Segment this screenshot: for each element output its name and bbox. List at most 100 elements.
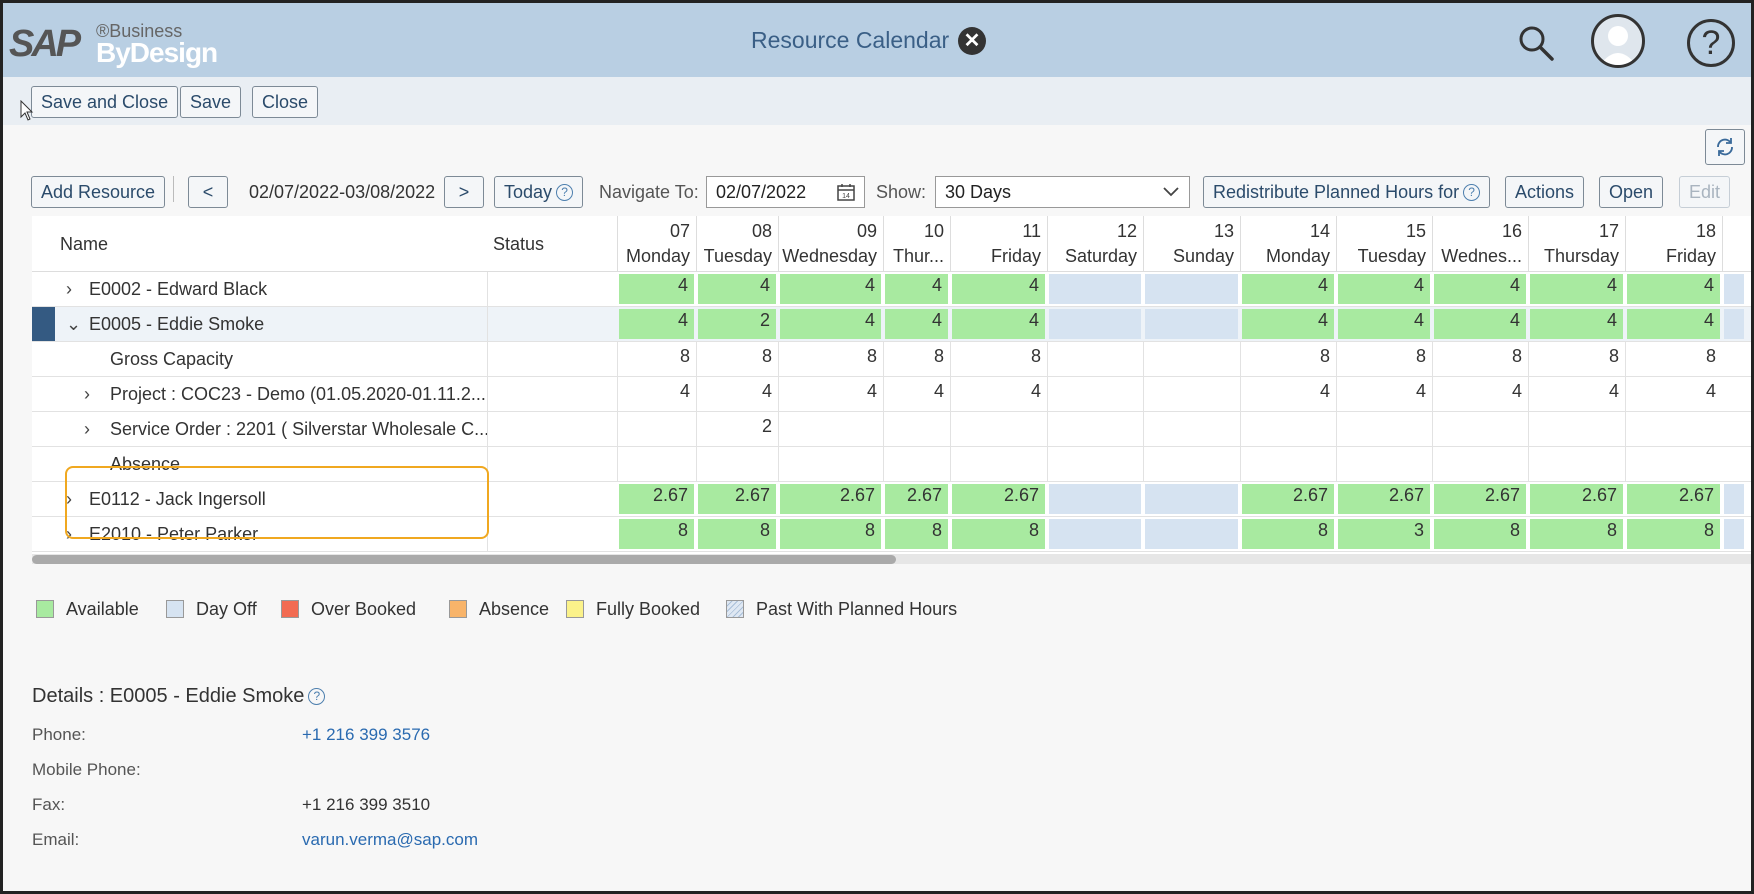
day-cell[interactable]	[1049, 484, 1141, 514]
day-cell[interactable]	[1047, 412, 1143, 447]
day-cell[interactable]	[1143, 377, 1240, 412]
day-column-header[interactable]: 08 Tuesday	[696, 216, 778, 272]
day-cell[interactable]	[1240, 447, 1336, 482]
day-cell[interactable]: 2.67	[1434, 484, 1526, 514]
day-cell[interactable]: 4	[1242, 309, 1334, 339]
day-cell[interactable]: 4	[780, 274, 881, 304]
day-cell[interactable]: 3	[1338, 519, 1430, 549]
column-header-name[interactable]: Name	[60, 234, 109, 254]
actions-menu-button[interactable]: Actions	[1505, 176, 1585, 208]
day-cell[interactable]: 4	[619, 274, 694, 304]
day-cell[interactable]: 4	[883, 377, 950, 412]
day-column-header[interactable]: 18 Friday	[1625, 216, 1722, 272]
day-cell[interactable]: 4	[1530, 274, 1623, 304]
day-cell[interactable]: 4	[952, 309, 1045, 339]
day-column-header[interactable]: 16 Wednes...	[1432, 216, 1528, 272]
day-cell[interactable]: 8	[1625, 342, 1722, 377]
day-cell[interactable]	[883, 412, 950, 447]
day-cell[interactable]	[1145, 309, 1238, 339]
day-cell[interactable]: 8	[883, 342, 950, 377]
day-cell[interactable]: 4	[778, 377, 883, 412]
phone-link[interactable]: +1 216 399 3576	[302, 725, 431, 744]
day-cell[interactable]: 4	[1528, 377, 1625, 412]
day-cell[interactable]	[1145, 274, 1238, 304]
resource-row[interactable]: ⌄ E0005 - Eddie Smoke 4 2 4 4 4 4 4 4 4 4	[32, 307, 1751, 342]
day-cell[interactable]: 4	[1242, 274, 1334, 304]
day-cell[interactable]: 4	[950, 377, 1047, 412]
previous-period-button[interactable]: <	[188, 176, 228, 208]
day-cell[interactable]	[1049, 309, 1141, 339]
day-cell[interactable]: 2.67	[780, 484, 881, 514]
day-cell[interactable]: 4	[780, 309, 881, 339]
day-cell[interactable]: 2.67	[1338, 484, 1430, 514]
day-column-header[interactable]: 12 Saturday	[1047, 216, 1143, 272]
day-cell[interactable]: 4	[1432, 377, 1528, 412]
day-cell[interactable]	[1047, 447, 1143, 482]
detail-row[interactable]: › Project : COC23 - Demo (01.05.2020-01.1…	[32, 377, 1751, 412]
day-cell[interactable]	[1143, 342, 1240, 377]
show-period-select[interactable]: 30 Days	[935, 176, 1190, 208]
horizontal-scrollbar[interactable]	[32, 554, 1751, 564]
day-cell[interactable]	[1432, 447, 1528, 482]
row-selection-marker[interactable]	[32, 307, 55, 341]
day-cell[interactable]	[1047, 377, 1143, 412]
day-cell[interactable]: 4	[1530, 309, 1623, 339]
day-cell[interactable]: 4	[1338, 274, 1430, 304]
day-column-header[interactable]: 13 Sunday	[1143, 216, 1240, 272]
day-cell[interactable]: 4	[698, 274, 776, 304]
day-cell[interactable]: 4	[617, 377, 696, 412]
day-cell[interactable]	[950, 412, 1047, 447]
day-cell[interactable]: 2	[696, 412, 778, 447]
day-cell[interactable]: 8	[617, 342, 696, 377]
chevron-right-icon[interactable]: ›	[84, 384, 90, 404]
day-cell[interactable]: 8	[1242, 519, 1334, 549]
day-column-header[interactable]: 09 Wednesday	[778, 216, 883, 272]
chevron-right-icon[interactable]: ›	[66, 279, 72, 299]
day-cell[interactable]	[1336, 412, 1432, 447]
refresh-button[interactable]	[1705, 129, 1745, 165]
user-avatar-icon[interactable]	[1591, 14, 1645, 68]
calendar-icon[interactable]: 14	[837, 183, 855, 201]
resource-row[interactable]: › E0002 - Edward Black 4 4 4 4 4 4 4 4 4 4	[32, 272, 1751, 307]
day-cell[interactable]	[617, 412, 696, 447]
day-cell[interactable]	[1528, 412, 1625, 447]
day-cell[interactable]: 8	[1434, 519, 1526, 549]
day-cell[interactable]: 4	[1434, 309, 1526, 339]
day-cell[interactable]: 4	[696, 377, 778, 412]
save-button[interactable]: Save	[180, 86, 242, 118]
day-cell[interactable]	[1432, 412, 1528, 447]
resource-row[interactable]: › E0112 - Jack Ingersoll 2.67 2.67 2.67 2.67 2…	[32, 482, 1751, 517]
save-and-close-button[interactable]: Save and Close	[31, 86, 179, 118]
close-button[interactable]: Close	[252, 86, 319, 118]
day-cell[interactable]: 8	[698, 519, 776, 549]
edit-button[interactable]: Edit	[1679, 176, 1731, 208]
day-cell[interactable]: 2	[698, 309, 776, 339]
day-cell[interactable]: 2.67	[698, 484, 776, 514]
day-column-header[interactable]: 11 Friday	[950, 216, 1047, 272]
day-cell[interactable]	[1625, 412, 1722, 447]
day-cell[interactable]: 8	[1530, 519, 1623, 549]
day-cell[interactable]	[1528, 447, 1625, 482]
day-cell[interactable]: 4	[1336, 377, 1432, 412]
day-column-header[interactable]: 15 Tuesday	[1336, 216, 1432, 272]
day-cell[interactable]	[1240, 412, 1336, 447]
day-cell[interactable]: 8	[885, 519, 948, 549]
day-cell[interactable]	[883, 447, 950, 482]
day-cell[interactable]	[1143, 447, 1240, 482]
day-cell[interactable]	[1143, 412, 1240, 447]
open-menu-button[interactable]: Open	[1599, 176, 1664, 208]
day-column-header[interactable]: 10 Thur...	[883, 216, 950, 272]
scrollbar-thumb[interactable]	[32, 555, 896, 564]
detail-row[interactable]: Absence	[32, 447, 1751, 482]
day-cell[interactable]	[1145, 519, 1238, 549]
day-column-header[interactable]: 17 Thursday	[1528, 216, 1625, 272]
day-cell[interactable]	[1049, 274, 1141, 304]
day-cell[interactable]	[617, 447, 696, 482]
email-link[interactable]: varun.verma@sap.com	[302, 830, 478, 849]
chevron-right-icon[interactable]: ›	[66, 489, 72, 509]
help-circle-icon[interactable]: ?	[556, 184, 574, 201]
day-cell[interactable]: 8	[952, 519, 1045, 549]
day-cell[interactable]	[696, 447, 778, 482]
day-cell[interactable]	[950, 447, 1047, 482]
day-cell[interactable]: 4	[1625, 377, 1722, 412]
